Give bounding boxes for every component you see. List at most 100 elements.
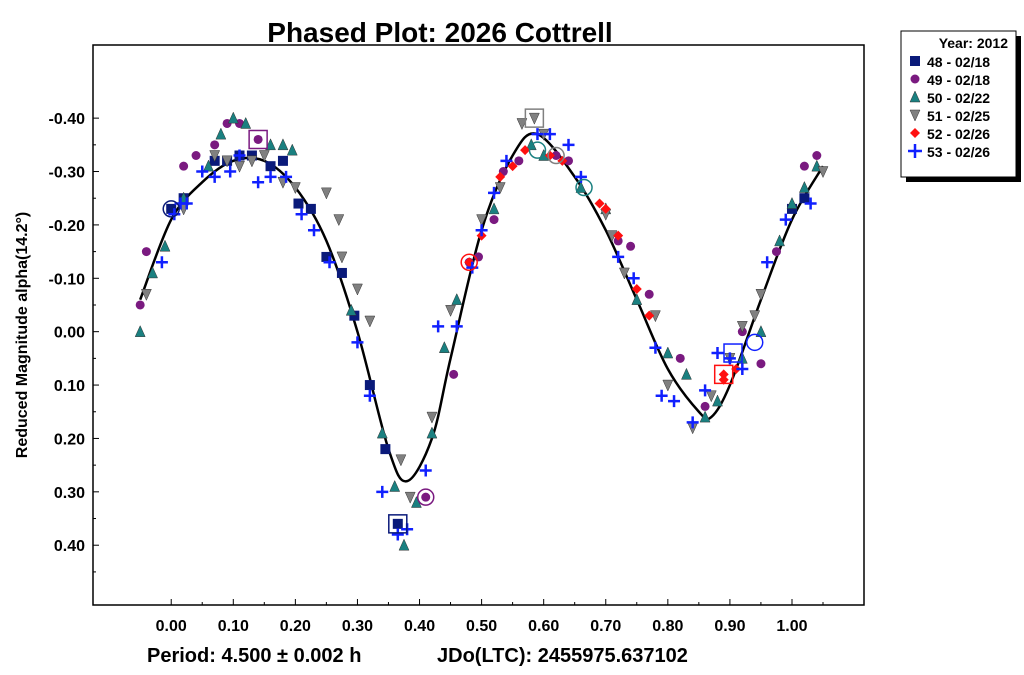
data-point-triangle-down <box>528 112 540 125</box>
data-point-triangle-up <box>631 293 643 305</box>
data-point-diamond <box>495 171 506 182</box>
data-point-triangle-up <box>681 367 692 380</box>
data-point-plus <box>627 272 640 285</box>
x-tick-label: 0.20 <box>280 618 311 635</box>
data-point-circle <box>141 247 151 257</box>
data-point-triangle-up <box>426 426 438 439</box>
data-point-circle <box>799 161 809 171</box>
highlight-circle <box>745 333 764 352</box>
data-point-plus <box>475 224 488 237</box>
highlight-square <box>713 364 734 385</box>
data-point-plus <box>779 213 792 226</box>
data-point-square <box>786 203 797 214</box>
data-point-triangle-down <box>321 187 332 200</box>
legend-marker-square <box>910 56 920 66</box>
data-point-triangle-up <box>345 303 357 316</box>
data-point-plus <box>323 256 336 269</box>
data-point-plus <box>155 256 168 269</box>
data-point-plus <box>500 154 513 167</box>
data-point-triangle-down <box>364 315 376 328</box>
data-point-triangle-down <box>395 454 407 467</box>
y-axis-label: Reduced Magnitude alpha(14.2°) <box>14 212 31 458</box>
data-point-triangle-down <box>221 155 233 168</box>
data-point-square <box>349 310 360 321</box>
data-point-plus <box>376 485 389 498</box>
data-point-plus <box>419 464 432 477</box>
data-point-plus <box>686 416 699 429</box>
data-point-triangle-down <box>352 283 363 296</box>
data-point-triangle-down <box>516 118 528 131</box>
data-point-plus <box>488 186 501 199</box>
data-point-circle <box>771 247 781 257</box>
highlight-square <box>248 129 268 150</box>
data-point-triangle-down <box>749 310 761 323</box>
data-point-triangle-up <box>488 202 500 215</box>
data-point-plus <box>761 256 774 269</box>
data-point-circle <box>644 289 654 299</box>
data-point-triangle-down <box>336 251 348 264</box>
data-point-square <box>336 267 347 278</box>
y-tick-label: 0.00 <box>54 325 85 342</box>
x-tick-label: 1.00 <box>776 618 807 635</box>
data-point-triangle-up <box>240 116 252 129</box>
y-tick-label: 0.30 <box>54 485 85 502</box>
data-point-triangle-up <box>227 111 239 124</box>
data-point-triangle-down <box>258 150 270 163</box>
data-point-circle <box>449 369 459 379</box>
data-point-triangle-up <box>699 410 711 423</box>
data-point-diamond <box>520 145 531 156</box>
chart-title: Phased Plot: 2026 Cottrell <box>267 17 612 48</box>
data-point-triangle-up <box>147 266 158 279</box>
data-point-triangle-down <box>426 411 438 424</box>
data-point-plus <box>233 149 246 162</box>
y-tick-label: -0.10 <box>49 271 86 288</box>
data-point-square <box>293 198 304 209</box>
data-point-plus <box>252 176 265 189</box>
y-tick-label: -0.30 <box>49 165 86 182</box>
data-point-plus <box>804 197 817 210</box>
data-point-diamond <box>544 150 555 161</box>
highlight-square <box>524 108 545 128</box>
data-point-plus <box>180 197 193 210</box>
legend-label: 53 - 02/26 <box>927 144 990 160</box>
data-point-plus <box>649 341 662 354</box>
x-tick-label: 0.10 <box>218 618 249 635</box>
y-tick-label: -0.40 <box>49 111 86 128</box>
data-point-circle <box>489 215 499 225</box>
data-point-plus <box>351 336 364 349</box>
legend-title: Year: 2012 <box>939 35 1008 51</box>
legend: Year: 2012 48 - 02/18 49 - 02/18 50 - 02/2… <box>900 30 1021 182</box>
data-point-triangle-down <box>209 150 221 163</box>
data-point-triangle-up <box>376 426 388 439</box>
data-point-triangle-down <box>736 321 748 333</box>
data-point-diamond <box>594 198 605 209</box>
data-point-plus <box>612 250 625 263</box>
data-point-triangle-down <box>333 214 345 227</box>
legend-marker-triangle-up <box>909 90 921 103</box>
data-point-square <box>321 251 332 262</box>
data-point-circle <box>421 492 431 502</box>
data-point-diamond <box>507 161 518 172</box>
data-point-triangle-up <box>786 196 798 209</box>
data-point-circle <box>253 134 263 144</box>
data-point-triangle-down <box>662 379 674 392</box>
data-point-plus <box>668 395 681 408</box>
data-point-triangle-down <box>494 182 506 195</box>
x-tick-label: 0.50 <box>466 618 497 635</box>
y-tick-label: -0.20 <box>49 218 86 235</box>
data-point-plus <box>295 208 308 221</box>
highlight-square <box>388 514 408 534</box>
highlight-circle <box>416 488 435 506</box>
data-point-circle <box>210 140 220 150</box>
data-point-square <box>265 161 276 172</box>
data-point-triangle-up <box>134 325 146 337</box>
data-point-diamond <box>718 374 729 385</box>
data-point-plus <box>280 170 293 183</box>
data-point-triangle-up <box>215 127 227 140</box>
data-point-plus <box>432 320 445 333</box>
highlight-circle <box>547 146 565 165</box>
x-tick-label: 0.90 <box>714 618 745 635</box>
data-point-plus <box>699 384 712 397</box>
data-point-circle <box>675 353 685 363</box>
data-point-square <box>166 203 177 214</box>
